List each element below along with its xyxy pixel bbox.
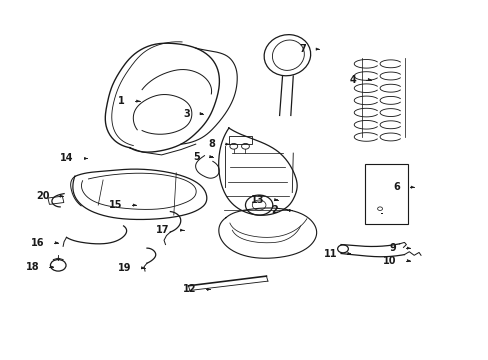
Text: 14: 14 bbox=[60, 153, 74, 163]
Text: 5: 5 bbox=[192, 152, 199, 162]
Text: 1: 1 bbox=[118, 96, 125, 106]
Text: 17: 17 bbox=[156, 225, 169, 235]
Text: 9: 9 bbox=[389, 243, 396, 253]
Text: 11: 11 bbox=[323, 248, 336, 258]
Bar bbox=[48, 196, 64, 204]
Text: 18: 18 bbox=[26, 262, 40, 272]
Text: 4: 4 bbox=[349, 75, 356, 85]
Text: 15: 15 bbox=[109, 200, 122, 210]
Text: 6: 6 bbox=[393, 182, 400, 192]
Text: 2: 2 bbox=[270, 206, 277, 216]
Bar bbox=[365, 163, 407, 224]
Bar bbox=[228, 136, 252, 144]
Text: 12: 12 bbox=[183, 284, 196, 294]
Text: 13: 13 bbox=[250, 195, 264, 205]
Text: 10: 10 bbox=[383, 256, 396, 266]
Text: 20: 20 bbox=[36, 191, 49, 201]
Text: 7: 7 bbox=[299, 44, 305, 54]
Text: 16: 16 bbox=[31, 238, 44, 248]
Text: 3: 3 bbox=[183, 109, 189, 119]
Text: 19: 19 bbox=[118, 263, 131, 273]
Text: 8: 8 bbox=[208, 139, 215, 149]
